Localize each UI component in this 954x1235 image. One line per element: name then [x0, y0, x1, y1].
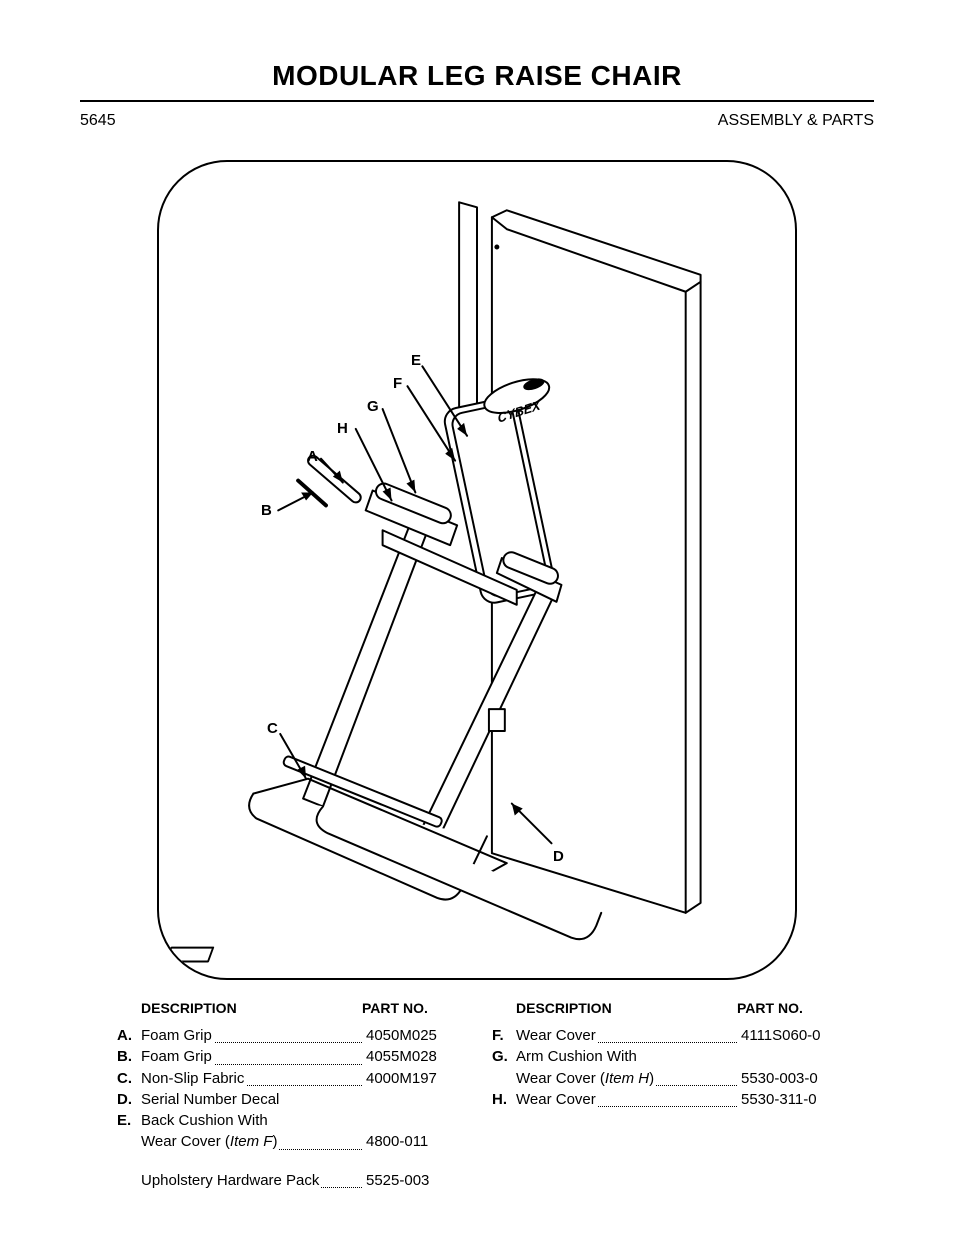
callout-G: G — [367, 398, 379, 415]
part-description: Wear Cover — [516, 1090, 737, 1110]
header-part-no: PART NO. — [362, 1000, 462, 1016]
parts-column-right: DESCRIPTION PART NO. F.Wear Cover4111S06… — [492, 1000, 837, 1192]
callout-A: A — [307, 448, 318, 465]
part-description: Non-Slip Fabric — [141, 1069, 362, 1089]
part-row: D.Serial Number Decal — [117, 1090, 462, 1110]
part-description: Back Cushion With — [141, 1111, 362, 1131]
part-row: G.Arm Cushion With — [492, 1047, 837, 1067]
equipment-diagram: CYBEX — [159, 162, 795, 978]
part-number: 4055M028 — [362, 1047, 462, 1067]
callout-H: H — [337, 420, 348, 437]
parts-rows-left: A.Foam Grip4050M025B.Foam Grip4055M028C.… — [117, 1026, 462, 1153]
part-description: Wear Cover (Item H) — [516, 1069, 737, 1089]
section-label: ASSEMBLY & PARTS — [718, 112, 874, 130]
parts-list: DESCRIPTION PART NO. A.Foam Grip4050M025… — [117, 1000, 837, 1192]
callout-E: E — [411, 352, 421, 369]
part-description: Foam Grip — [141, 1047, 362, 1067]
part-letter: A. — [117, 1026, 141, 1046]
part-description: Wear Cover — [516, 1026, 737, 1046]
parts-column-left: DESCRIPTION PART NO. A.Foam Grip4050M025… — [117, 1000, 462, 1192]
part-row: B.Foam Grip4055M028 — [117, 1047, 462, 1067]
part-number: 5530-003-0 — [737, 1069, 837, 1089]
part-row: F.Wear Cover4111S060-0 — [492, 1026, 837, 1046]
header-description: DESCRIPTION — [492, 1000, 737, 1016]
part-row: H.Wear Cover5530-311-0 — [492, 1090, 837, 1110]
header-description: DESCRIPTION — [117, 1000, 362, 1016]
part-row: Wear Cover (Item F)4800-011 — [117, 1132, 462, 1152]
model-number: 5645 — [80, 112, 116, 130]
part-description: Arm Cushion With — [516, 1047, 737, 1067]
callout-F: F — [393, 375, 402, 392]
title-rule — [80, 100, 874, 102]
part-row: C.Non-Slip Fabric4000M197 — [117, 1069, 462, 1089]
part-letter: C. — [117, 1069, 141, 1089]
extra-desc: Upholstery Hardware Pack — [141, 1171, 362, 1191]
column-header: DESCRIPTION PART NO. — [492, 1000, 837, 1016]
page-title: MODULAR LEG RAISE CHAIR — [80, 60, 874, 100]
callout-B: B — [261, 502, 272, 519]
extra-part-row: Upholstery Hardware Pack 5525-003 — [117, 1171, 462, 1191]
document-page: MODULAR LEG RAISE CHAIR 5645 ASSEMBLY & … — [0, 0, 954, 1235]
exploded-view-figure: CYBEX — [157, 160, 797, 980]
part-row: A.Foam Grip4050M025 — [117, 1026, 462, 1046]
part-number: 4800-011 — [362, 1132, 462, 1152]
header-part-no: PART NO. — [737, 1000, 837, 1016]
part-letter: F. — [492, 1026, 516, 1046]
part-row: Wear Cover (Item H)5530-003-0 — [492, 1069, 837, 1089]
part-letter: H. — [492, 1090, 516, 1110]
part-number: 4000M197 — [362, 1069, 462, 1089]
part-description: Foam Grip — [141, 1026, 362, 1046]
callout-C: C — [267, 720, 278, 737]
part-description: Wear Cover (Item F) — [141, 1132, 362, 1152]
part-description: Serial Number Decal — [141, 1090, 362, 1110]
part-letter: G. — [492, 1047, 516, 1067]
meta-row: 5645 ASSEMBLY & PARTS — [80, 112, 874, 130]
part-letter: E. — [117, 1111, 141, 1131]
part-letter: D. — [117, 1090, 141, 1110]
part-number: 5530-311-0 — [737, 1090, 837, 1110]
callout-D: D — [553, 848, 564, 865]
extra-part-no: 5525-003 — [362, 1171, 462, 1191]
part-number: 4111S060-0 — [737, 1026, 837, 1046]
part-number: 4050M025 — [362, 1026, 462, 1046]
part-row: E.Back Cushion With — [117, 1111, 462, 1131]
part-letter: B. — [117, 1047, 141, 1067]
column-header: DESCRIPTION PART NO. — [117, 1000, 462, 1016]
parts-rows-right: F.Wear Cover4111S060-0G.Arm Cushion With… — [492, 1026, 837, 1110]
